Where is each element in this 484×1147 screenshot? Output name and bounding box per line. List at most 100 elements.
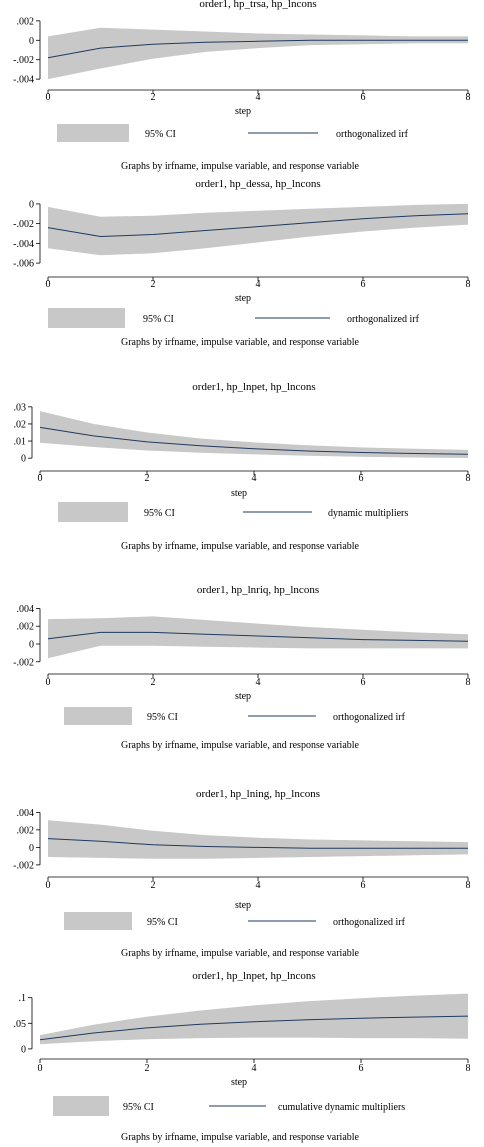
graph-note: Graphs by irfname, impulse variable, and… bbox=[121, 541, 360, 552]
x-tick-label: 0 bbox=[46, 880, 51, 891]
y-tick-label: 0 bbox=[29, 640, 34, 651]
y-tick-label: .1 bbox=[19, 993, 27, 1004]
legend-ci-swatch bbox=[48, 308, 125, 328]
graph-note: Graphs by irfname, impulse variable, and… bbox=[121, 161, 360, 172]
x-axis-title: step bbox=[235, 900, 251, 911]
panel-title: order1, hp_lnpet, hp_lncons bbox=[192, 970, 315, 982]
irf-line bbox=[47, 39, 468, 59]
panel-title: order1, hp_lning, hp_lncons bbox=[196, 788, 320, 800]
x-tick-label: 2 bbox=[145, 473, 150, 484]
y-tick-label: -.004 bbox=[13, 75, 34, 86]
x-tick-label: 0 bbox=[46, 279, 51, 290]
x-tick-label: 8 bbox=[466, 1063, 471, 1074]
y-tick-label: .002 bbox=[17, 825, 35, 836]
ci-band bbox=[48, 616, 468, 659]
x-tick-label: 4 bbox=[252, 1063, 257, 1074]
y-tick-label: .002 bbox=[17, 622, 35, 633]
x-tick-label: 2 bbox=[151, 677, 156, 688]
x-tick-label: 4 bbox=[256, 279, 261, 290]
x-tick-label: 6 bbox=[359, 473, 364, 484]
x-tick-label: 6 bbox=[361, 279, 366, 290]
x-tick-label: 2 bbox=[145, 1063, 150, 1074]
legend-ci-label: 95% CI bbox=[123, 1102, 154, 1113]
ci-band bbox=[48, 820, 468, 859]
x-tick-label: 6 bbox=[359, 1063, 364, 1074]
legend-ci-swatch bbox=[57, 124, 129, 142]
ci-band bbox=[40, 411, 468, 458]
panel-title: order1, hp_lnriq, hp_lncons bbox=[197, 584, 319, 596]
legend-ci-label: 95% CI bbox=[147, 917, 178, 928]
x-tick-label: 4 bbox=[256, 677, 261, 688]
legend-ci-label: 95% CI bbox=[144, 508, 175, 519]
legend-ci-swatch bbox=[58, 502, 128, 522]
y-tick-label: .05 bbox=[14, 1019, 27, 1030]
x-tick-label: 8 bbox=[466, 279, 471, 290]
ci-band bbox=[48, 27, 468, 80]
irf-panel-4: order1, hp_lnriq, hp_lncons .004 .002 0 -.00… bbox=[13, 584, 470, 751]
y-tick-label: -.002 bbox=[13, 860, 34, 871]
panel-title: order1, hp_lnpet, hp_lncons bbox=[192, 381, 315, 393]
irf-panel-1: order1, hp_trsa, hp_lncons .002 0 -.002 -.00… bbox=[13, 0, 470, 172]
legend-ci-label: 95% CI bbox=[145, 129, 176, 140]
irf-line bbox=[47, 213, 469, 238]
y-tick-label: .02 bbox=[14, 419, 27, 430]
y-tick-label: -.002 bbox=[13, 55, 34, 66]
graph-note: Graphs by irfname, impulse variable, and… bbox=[121, 948, 360, 959]
legend-ci-swatch bbox=[64, 707, 132, 725]
y-tick-label: -.004 bbox=[13, 239, 34, 250]
ci-band bbox=[48, 203, 468, 256]
y-tick-label: 0 bbox=[29, 199, 34, 210]
y-tick-label: 0 bbox=[29, 36, 34, 47]
y-tick-label: -.002 bbox=[13, 657, 34, 668]
x-tick-label: 4 bbox=[256, 880, 261, 891]
irf-panel-6: order1, hp_lnpet, hp_lncons .1 .05 0 0 2 4 6 8 st… bbox=[14, 970, 471, 1143]
x-tick-label: 8 bbox=[466, 473, 471, 484]
x-axis-title: step bbox=[231, 488, 247, 499]
x-tick-label: 6 bbox=[361, 92, 366, 103]
panel-title: order1, hp_dessa, hp_lncons bbox=[195, 178, 320, 190]
x-tick-label: 0 bbox=[46, 677, 51, 688]
panel-title: order1, hp_trsa, hp_lncons bbox=[199, 0, 316, 10]
graph-note: Graphs by irfname, impulse variable, and… bbox=[121, 1132, 360, 1143]
irf-line bbox=[39, 426, 469, 455]
y-tick-label: 0 bbox=[21, 454, 26, 465]
legend-line-label: orthogonalized irf bbox=[333, 917, 406, 928]
irf-panel-2: order1, hp_dessa, hp_lncons 0 -.002 -.004 -.… bbox=[13, 178, 470, 348]
x-tick-label: 8 bbox=[466, 92, 471, 103]
x-tick-label: 8 bbox=[466, 880, 471, 891]
x-axis-title: step bbox=[235, 106, 251, 117]
x-tick-label: 0 bbox=[38, 473, 43, 484]
x-tick-label: 2 bbox=[151, 92, 156, 103]
legend-line-label: orthogonalized irf bbox=[347, 314, 420, 325]
irf-line bbox=[47, 838, 468, 849]
graph-note: Graphs by irfname, impulse variable, and… bbox=[121, 740, 360, 751]
x-tick-label: 0 bbox=[46, 92, 51, 103]
x-tick-label: 6 bbox=[361, 677, 366, 688]
graph-note: Graphs by irfname, impulse variable, and… bbox=[121, 337, 360, 348]
y-tick-label: 0 bbox=[29, 843, 34, 854]
y-tick-label: -.006 bbox=[13, 259, 34, 270]
y-tick-label: .002 bbox=[17, 16, 35, 27]
y-tick-label: .01 bbox=[14, 437, 27, 448]
y-tick-label: -.002 bbox=[13, 219, 34, 230]
y-tick-label: .03 bbox=[14, 402, 27, 413]
legend-line-label: cumulative dynamic multipliers bbox=[278, 1102, 405, 1113]
x-tick-label: 4 bbox=[252, 473, 257, 484]
legend-ci-swatch bbox=[64, 912, 132, 930]
irf-line bbox=[47, 631, 469, 642]
y-tick-label: .004 bbox=[17, 604, 35, 615]
irf-line bbox=[39, 1015, 469, 1041]
y-tick-label: .004 bbox=[17, 808, 35, 819]
x-axis-title: step bbox=[231, 1077, 247, 1088]
legend-ci-label: 95% CI bbox=[143, 314, 174, 325]
x-tick-label: 4 bbox=[256, 92, 261, 103]
legend-line-label: orthogonalized irf bbox=[336, 129, 409, 140]
legend-ci-swatch bbox=[53, 1096, 109, 1116]
x-tick-label: 6 bbox=[361, 880, 366, 891]
irf-panel-5: order1, hp_lning, hp_lncons .004 .002 0 -.00… bbox=[13, 788, 470, 959]
x-axis-title: step bbox=[235, 293, 251, 304]
x-tick-label: 0 bbox=[38, 1063, 43, 1074]
x-tick-label: 8 bbox=[466, 677, 471, 688]
irf-panel-3: order1, hp_lnpet, hp_lncons .03 .02 .01 0 0 2 4… bbox=[14, 381, 471, 552]
